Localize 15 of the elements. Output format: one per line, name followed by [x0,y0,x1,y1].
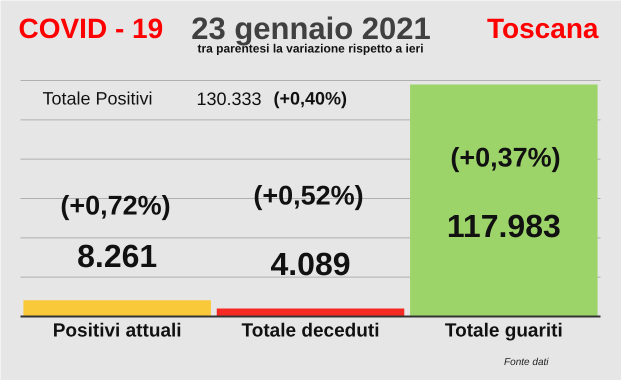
data-label: 117.983 [446,208,561,244]
annotation: Totale Positivi [42,88,153,108]
source-note: Fonte dati [504,357,550,368]
text: Toscana [486,13,599,44]
data-label: 4.089 [270,246,351,282]
text: COVID - 19 [18,13,164,44]
x-tick-label: Totale guariti [444,320,563,342]
x-tick-label: Totale deceduti [242,320,380,342]
annotation: 130.333 [196,89,262,109]
annotation: (+0,37%) [450,142,561,172]
annotation: (+0,52%) [253,180,364,210]
data-label: 8.261 [77,238,158,274]
annotation: (+0,72%) [60,190,171,220]
annotation: (+0,40%) [274,88,348,108]
x-tick-label: Positivi attuali [52,320,182,342]
